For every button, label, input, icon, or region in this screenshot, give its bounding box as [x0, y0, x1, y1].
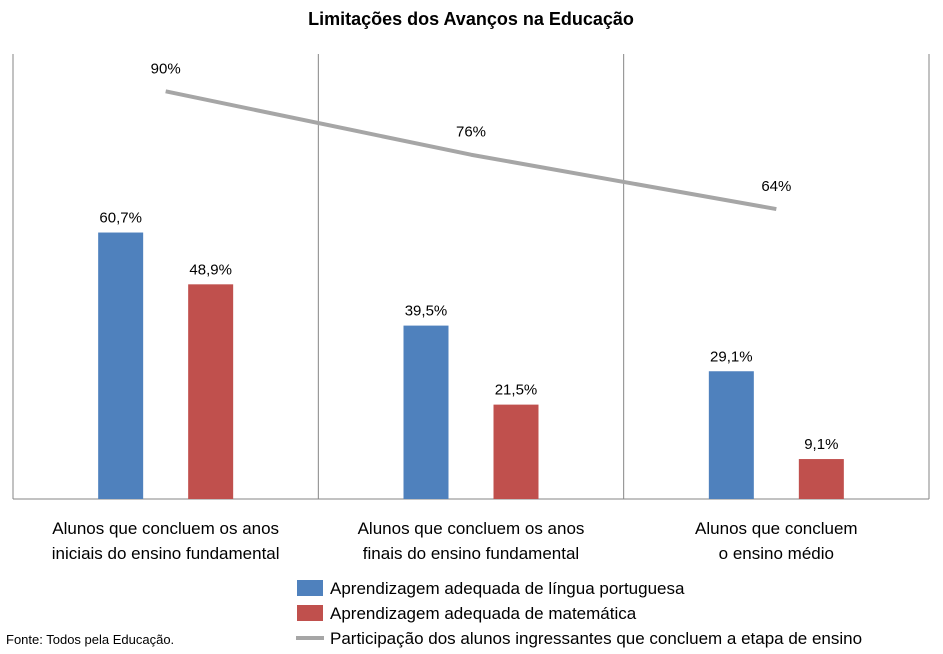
- legend-swatch: [297, 605, 323, 621]
- category-label: o ensino médio: [719, 544, 834, 563]
- legend-swatch: [297, 580, 323, 596]
- line-value-label: 64%: [761, 178, 791, 195]
- bar: [188, 284, 234, 499]
- bar-value-label: 48,9%: [189, 261, 232, 278]
- bar-value-label: 29,1%: [710, 348, 753, 365]
- category-label: Alunos que concluem: [695, 519, 858, 538]
- category-label: iniciais do ensino fundamental: [52, 544, 280, 563]
- bar-value-label: 9,1%: [804, 436, 838, 453]
- bars: [98, 232, 844, 500]
- category-label: finais do ensino fundamental: [363, 544, 579, 563]
- source-note: Fonte: Todos pela Educação.: [6, 632, 175, 647]
- bar: [708, 371, 754, 499]
- bar: [403, 325, 449, 499]
- plot-area: [12, 54, 930, 500]
- bar: [493, 404, 539, 499]
- category-label: Alunos que concluem os anos: [52, 519, 279, 538]
- line-path: [165, 89, 777, 212]
- bar-value-label: 21,5%: [495, 382, 538, 399]
- line-series: [165, 89, 777, 212]
- category-label: Alunos que concluem os anos: [358, 519, 585, 538]
- x-axis-labels: Alunos que concluem os anos iniciais do e…: [52, 519, 858, 563]
- legend-label: Aprendizagem adequada de língua portugue…: [330, 579, 685, 598]
- bar: [798, 459, 844, 499]
- legend: Aprendizagem adequada de língua portugue…: [296, 579, 862, 648]
- data-labels: 60,7% 39,5% 29,1% 48,9% 21,5% 9,1% 90% 76% 64%: [99, 60, 838, 453]
- bar-value-label: 60,7%: [99, 210, 142, 227]
- line-value-label: 90%: [151, 60, 181, 77]
- legend-label: Participação dos alunos ingressantes que…: [330, 629, 862, 648]
- chart-title: Limitações dos Avanços na Educação: [308, 9, 634, 29]
- legend-label: Aprendizagem adequada de matemática: [330, 604, 637, 623]
- line-value-label: 76%: [456, 124, 486, 141]
- bar: [98, 232, 144, 500]
- bar-value-label: 39,5%: [405, 303, 448, 320]
